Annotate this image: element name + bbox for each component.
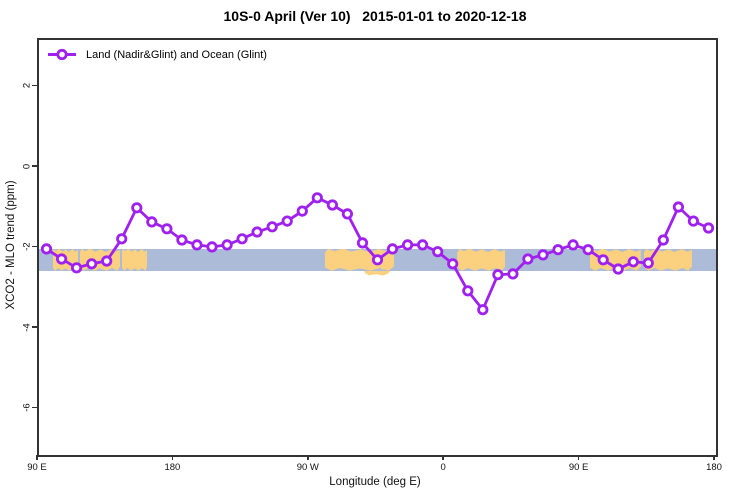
data-point-marker bbox=[101, 255, 113, 267]
x-axis-label: Longitude (deg E) bbox=[329, 476, 421, 488]
y-axis-tick-label: -4 bbox=[21, 322, 33, 332]
data-point-marker bbox=[70, 262, 83, 274]
x-axis-tick bbox=[171, 455, 174, 460]
data-point-marker bbox=[702, 222, 715, 234]
data-point-marker bbox=[221, 239, 233, 251]
data-point-marker bbox=[462, 285, 474, 297]
data-point-marker bbox=[582, 244, 594, 256]
data-point-marker bbox=[627, 256, 639, 268]
y-axis-tick bbox=[32, 245, 37, 248]
x-axis-tick-label: 180 bbox=[706, 462, 722, 473]
data-point-marker bbox=[161, 223, 173, 235]
y-axis-tick-label: 2 bbox=[21, 82, 33, 89]
x-axis-tick bbox=[36, 455, 38, 460]
land-patch bbox=[121, 248, 148, 271]
data-point-marker bbox=[236, 233, 248, 245]
data-point-marker bbox=[311, 192, 323, 204]
data-point-marker bbox=[612, 263, 624, 275]
x-axis-tick bbox=[307, 455, 309, 460]
y-axis-tick-label: -2 bbox=[21, 242, 33, 251]
data-point-marker bbox=[432, 246, 444, 258]
data-point-marker bbox=[356, 237, 369, 249]
data-point-marker bbox=[146, 216, 158, 228]
data-point-marker bbox=[552, 244, 564, 256]
x-axis-tick-label: 180 bbox=[164, 462, 181, 473]
data-point-marker bbox=[477, 304, 489, 316]
x-axis-tick bbox=[713, 455, 715, 460]
data-point-marker bbox=[447, 258, 459, 270]
data-point-marker bbox=[416, 239, 429, 251]
y-axis-tick bbox=[32, 165, 37, 167]
data-point-marker bbox=[40, 243, 53, 255]
data-point-marker bbox=[492, 269, 504, 281]
data-point-marker bbox=[116, 233, 128, 245]
data-point-marker bbox=[131, 202, 143, 214]
data-point-marker bbox=[672, 201, 685, 213]
land-patch bbox=[457, 248, 506, 271]
x-axis-tick-label: 0 bbox=[440, 462, 446, 473]
x-axis-tick bbox=[442, 455, 444, 460]
data-point-marker bbox=[401, 239, 414, 251]
x-axis-tick-label: 90 E bbox=[27, 462, 47, 473]
legend-line-marker-icon bbox=[48, 48, 76, 61]
data-point-marker bbox=[206, 241, 218, 253]
data-point-marker bbox=[522, 253, 534, 265]
x-axis-tick bbox=[577, 455, 580, 460]
y-axis-tick-label: 0 bbox=[21, 163, 33, 169]
legend: Land (Nadir&Glint) and Ocean (Glint) bbox=[47, 48, 267, 61]
data-point-marker bbox=[567, 239, 579, 251]
data-point-marker bbox=[642, 257, 654, 269]
data-point-marker bbox=[326, 199, 338, 211]
data-point-marker bbox=[281, 215, 293, 227]
data-point-marker bbox=[657, 234, 669, 246]
legend-label: Land (Nadir&Glint) and Ocean (Glint) bbox=[86, 48, 267, 61]
data-point-marker bbox=[86, 258, 98, 270]
data-point-marker bbox=[191, 239, 203, 251]
data-point-marker bbox=[687, 215, 700, 227]
series-svg bbox=[40, 192, 715, 316]
y-axis-tick bbox=[32, 84, 37, 87]
y-axis-tick bbox=[32, 326, 37, 328]
land-patch-tail bbox=[363, 270, 392, 276]
data-point-marker bbox=[507, 268, 519, 280]
data-point-marker bbox=[251, 226, 263, 238]
data-point-marker bbox=[56, 253, 68, 265]
chart-title: 10S-0 April (Ver 10) 2015-01-01 to 2020-… bbox=[223, 8, 527, 24]
y-axis-label: XCO2 - MLO trend (ppm) bbox=[5, 180, 17, 310]
data-point-marker bbox=[371, 254, 384, 266]
series-line bbox=[45, 196, 710, 313]
y-axis-tick bbox=[32, 406, 37, 409]
data-point-marker bbox=[537, 249, 549, 261]
data-point-marker bbox=[266, 221, 278, 233]
x-axis-tick-label: 90 E bbox=[568, 462, 589, 473]
data-point-marker bbox=[176, 234, 188, 246]
data-point-marker bbox=[296, 205, 308, 217]
data-point-marker bbox=[386, 243, 399, 255]
x-axis-tick-label: 90 W bbox=[296, 462, 319, 473]
data-point-marker bbox=[341, 208, 353, 220]
y-axis-tick-label: -6 bbox=[21, 403, 33, 412]
plot-area: Land (Nadir&Glint) and Ocean (Glint) bbox=[37, 38, 718, 457]
data-point-marker bbox=[597, 254, 609, 266]
